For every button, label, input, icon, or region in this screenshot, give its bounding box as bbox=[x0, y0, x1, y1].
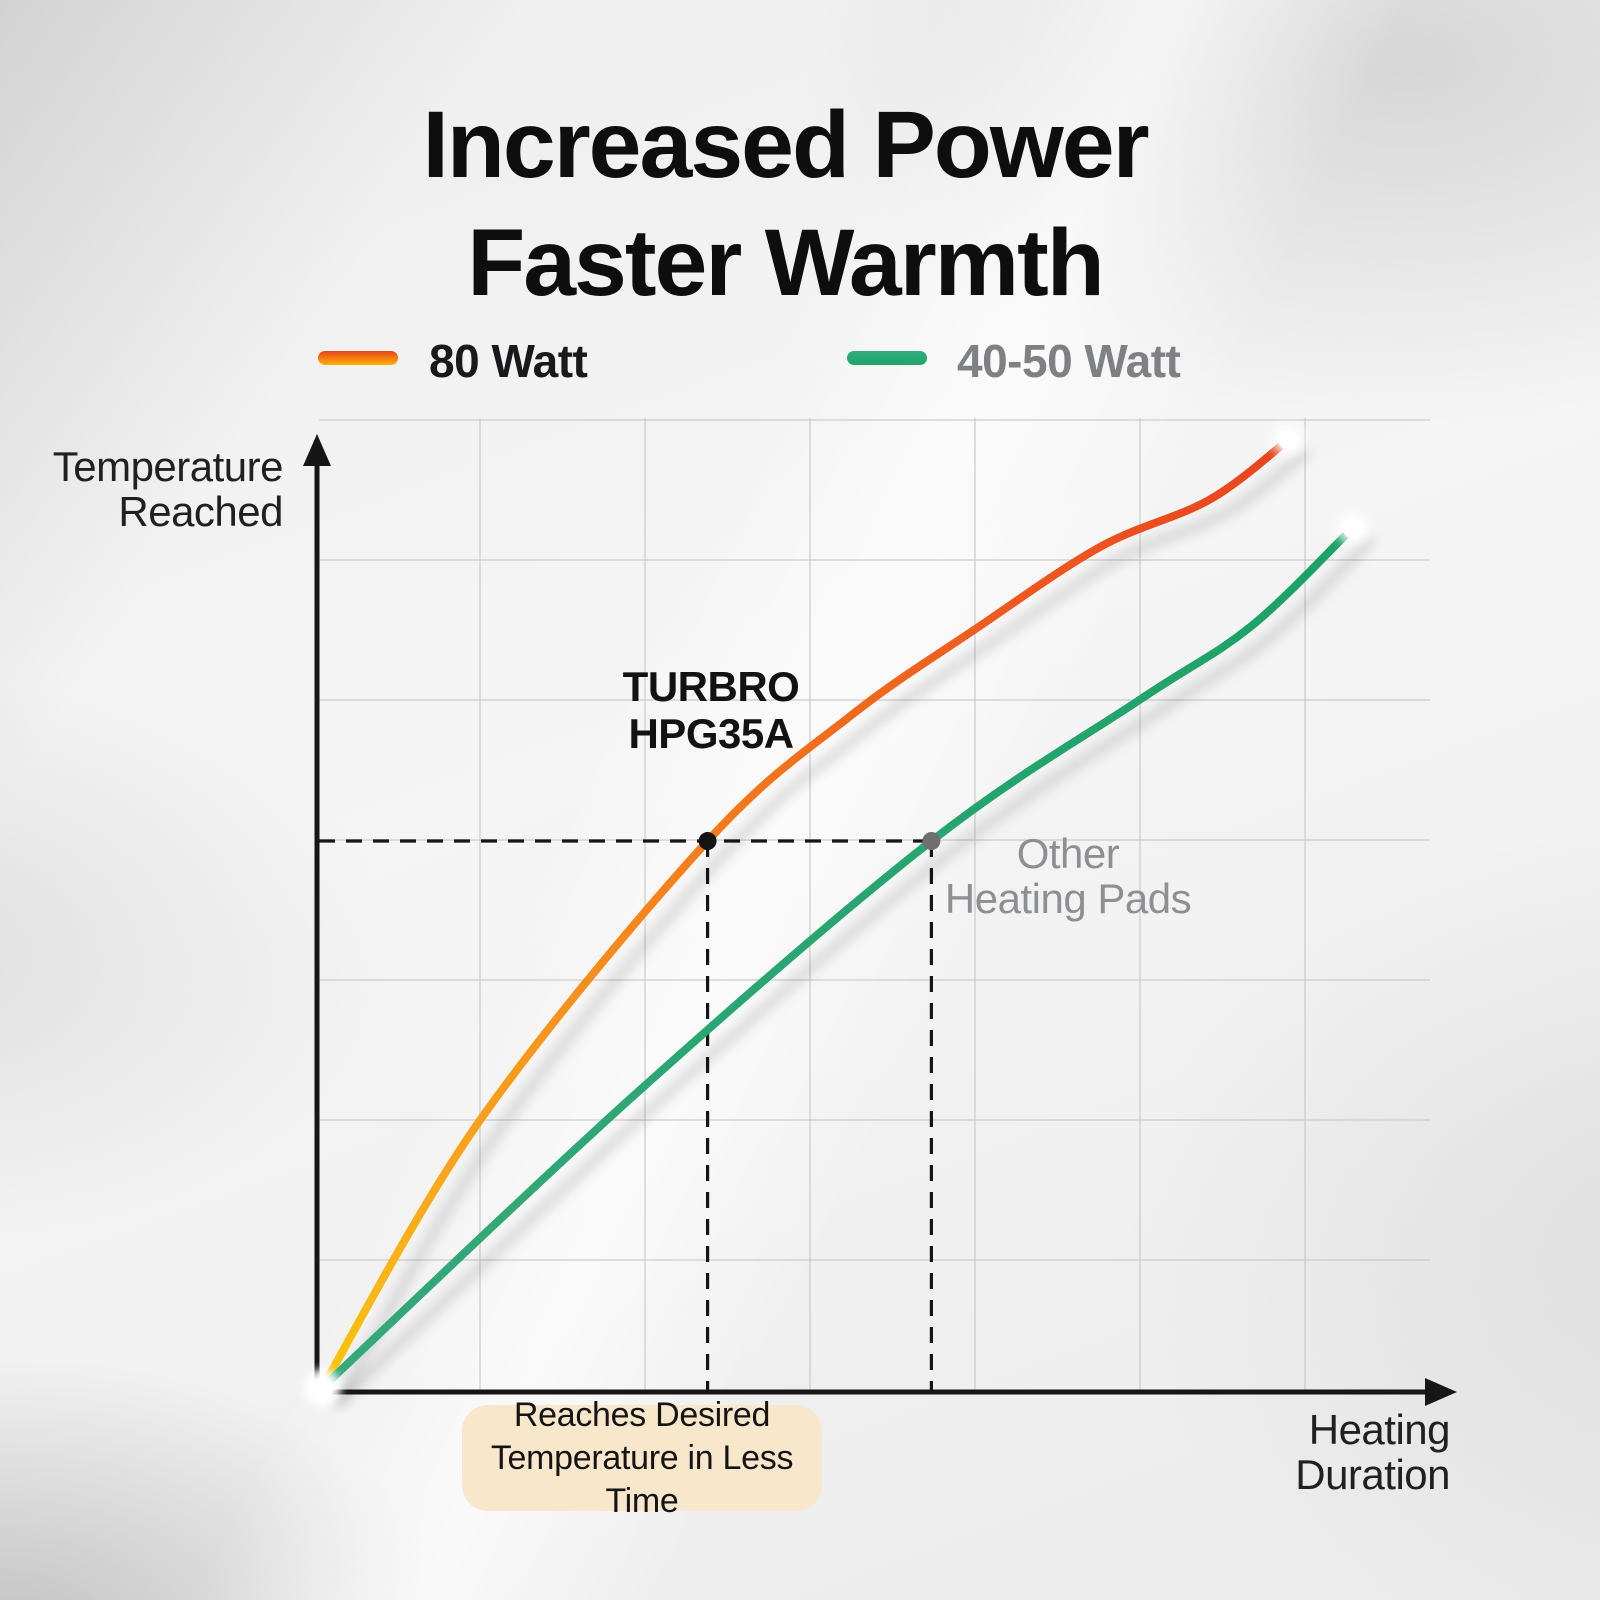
x-axis-label: Heating Duration bbox=[1250, 1407, 1450, 1497]
series1-annotation: TURBRO HPG35A bbox=[611, 663, 811, 757]
x-axis-arrow-icon bbox=[1425, 1378, 1457, 1406]
legend-item-80watt bbox=[318, 351, 398, 365]
dashed-guide-lines bbox=[319, 839, 934, 1390]
series2-annotation-line2: Heating Pads bbox=[944, 875, 1192, 922]
series1-annotation-line2: HPG35A bbox=[628, 710, 794, 757]
legend-label-80watt: 80 Watt bbox=[429, 335, 588, 387]
legend-label-4050watt: 40-50 Watt bbox=[957, 335, 1181, 387]
y-axis-label-line1: Temperature bbox=[52, 443, 284, 490]
page-title-line1: Increased Power bbox=[422, 91, 1149, 198]
callout-badge-line1: Reaches Desired bbox=[513, 1395, 771, 1434]
callout-badge: Reaches Desired Temperature in Less Time bbox=[462, 1396, 822, 1520]
y-axis-label: Temperature Reached bbox=[40, 443, 284, 535]
x-axis-label-line2: Duration bbox=[1295, 1451, 1450, 1498]
series2-annotation: Other Heating Pads bbox=[918, 831, 1218, 921]
y-axis-label-line2: Reached bbox=[118, 488, 283, 535]
series1-annotation-line1: TURBRO bbox=[622, 663, 800, 710]
y-axis-arrow-icon bbox=[303, 434, 331, 466]
marker-dots bbox=[305, 424, 1369, 1405]
axes bbox=[303, 434, 1457, 1406]
page-title-line2: Faster Warmth bbox=[467, 209, 1105, 316]
legend-swatch-orange-icon bbox=[318, 351, 398, 365]
grid-lines bbox=[319, 418, 1430, 1390]
curve-80watt bbox=[318, 436, 1293, 1392]
legend-item-4050watt bbox=[847, 351, 927, 365]
series2-annotation-line1: Other bbox=[1016, 830, 1120, 877]
page-title: Increased Power Faster Warmth bbox=[0, 86, 1570, 322]
x-axis-label-line1: Heating bbox=[1308, 1406, 1451, 1453]
legend-swatch-green-icon bbox=[847, 351, 927, 365]
callout-badge-line2: Temperature in Less Time bbox=[490, 1438, 794, 1520]
